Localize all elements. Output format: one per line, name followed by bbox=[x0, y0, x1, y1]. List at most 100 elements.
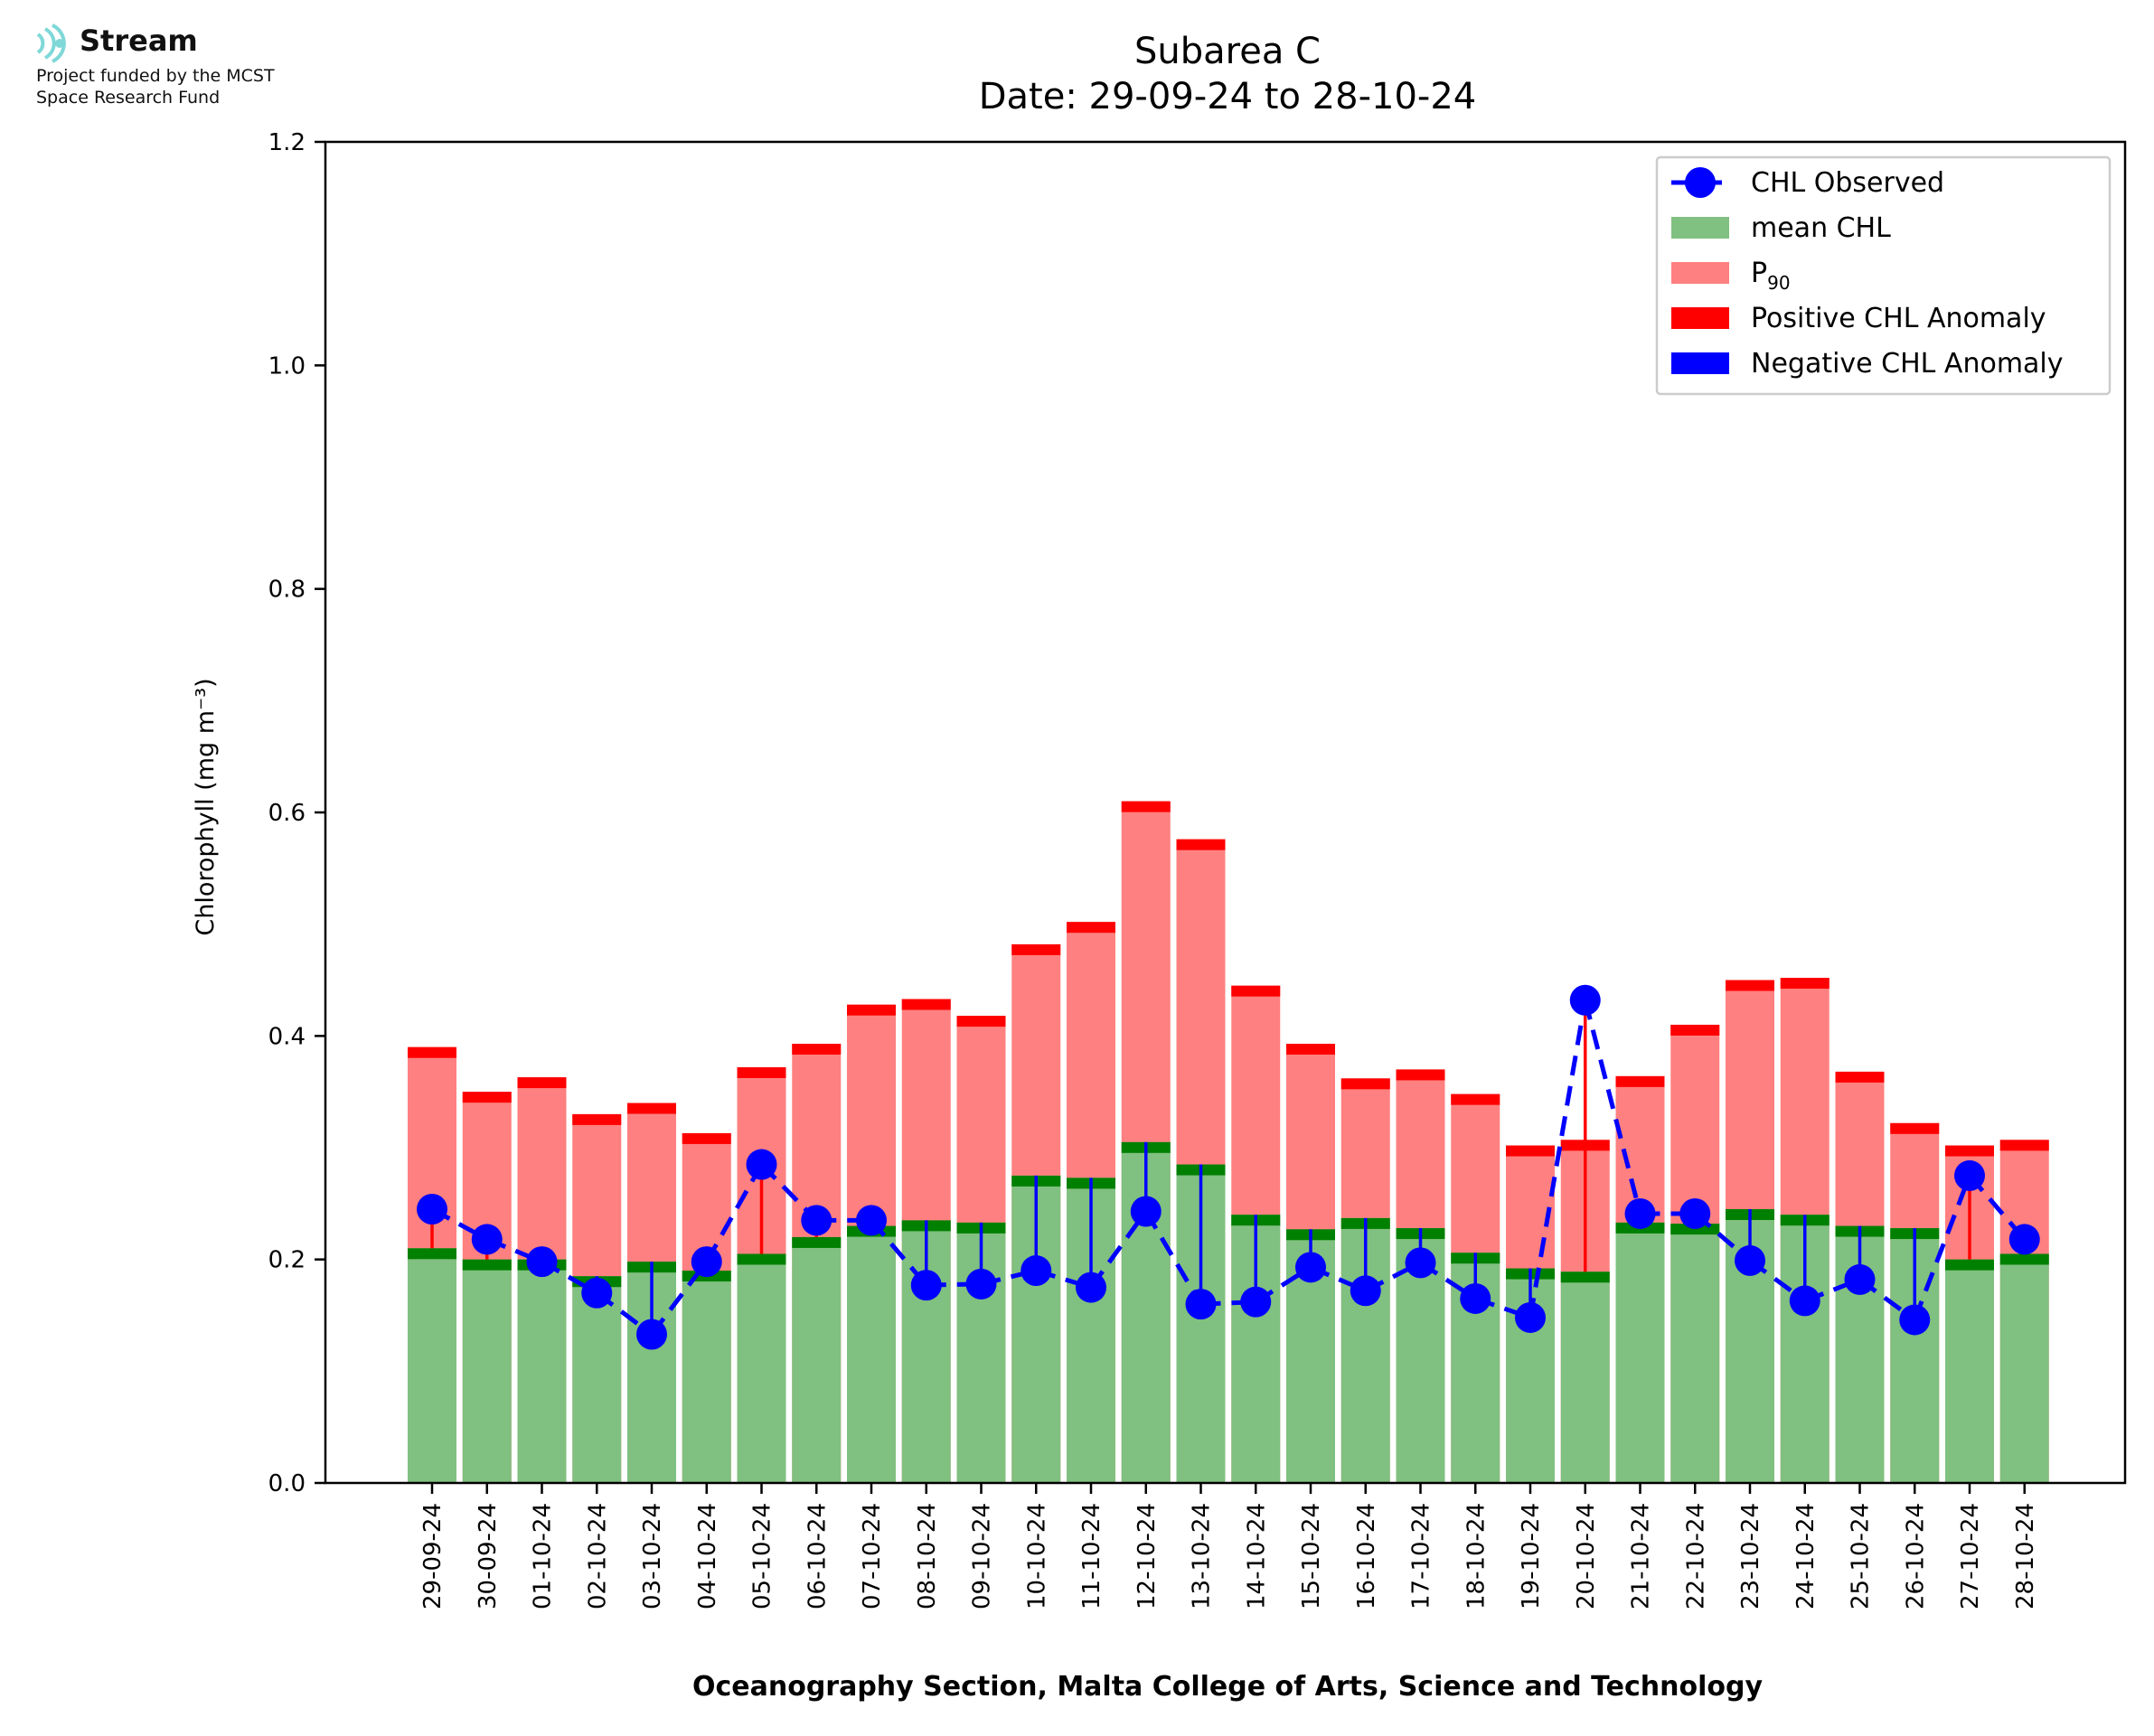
observed-line-segment bbox=[1528, 999, 1588, 1318]
x-tick-label: 16-10-24 bbox=[1353, 1503, 1380, 1609]
chart-title: Subarea C bbox=[1134, 31, 1321, 72]
mean-bar bbox=[737, 1253, 786, 1483]
p90-bar-cap bbox=[1396, 1069, 1445, 1081]
y-tick-label: 0.0 bbox=[268, 1470, 306, 1497]
legend-label-p90-subscript: 90 bbox=[1767, 272, 1790, 294]
p90-bar-cap bbox=[1780, 978, 1829, 990]
observed-line-layer bbox=[417, 984, 2040, 1350]
mean-bar bbox=[847, 1225, 896, 1483]
observed-line-segment bbox=[1088, 1210, 1148, 1290]
x-tick-label: 12-10-24 bbox=[1133, 1503, 1161, 1609]
observed-point bbox=[691, 1246, 722, 1278]
observed-point bbox=[1130, 1196, 1162, 1227]
observed-point bbox=[1954, 1159, 1985, 1191]
mean-bar-cap bbox=[1999, 1253, 2049, 1265]
x-tick-label: 24-10-24 bbox=[1792, 1503, 1820, 1609]
x-tick-label: 03-10-24 bbox=[639, 1503, 666, 1609]
axes-layer: 0.0 0.2 0.4 0.6 0.8 1.0 1.2 29-09-24 30-09-24 01-… bbox=[268, 129, 2127, 1609]
x-tick-label: 20-10-24 bbox=[1573, 1503, 1600, 1609]
mean-bar bbox=[572, 1276, 622, 1483]
p90-bar-cap bbox=[408, 1046, 456, 1058]
observed-point bbox=[471, 1224, 503, 1255]
legend-swatch-p90 bbox=[1671, 262, 1729, 284]
p90-bar-cap bbox=[1615, 1075, 1665, 1087]
p90-bar-cap bbox=[572, 1113, 622, 1125]
p90-bar-cap bbox=[1121, 801, 1171, 812]
mean-bar-cap bbox=[737, 1253, 786, 1265]
legend-swatch-positive bbox=[1671, 307, 1729, 329]
y-tick-label: 0.4 bbox=[268, 1023, 306, 1050]
stream-waves-icon bbox=[36, 23, 66, 63]
p90-bar-cap bbox=[1231, 985, 1281, 997]
y-tick-label: 1.2 bbox=[268, 129, 306, 156]
p90-bar-cap bbox=[1176, 839, 1226, 850]
x-tick-label: 30-09-24 bbox=[475, 1503, 502, 1609]
logo-subtitle-line-1: Project funded by the MCST bbox=[36, 66, 275, 86]
mean-bar bbox=[462, 1259, 512, 1483]
x-tick-label: 10-10-24 bbox=[1023, 1503, 1050, 1609]
observed-point bbox=[746, 1149, 777, 1180]
p90-bar-cap bbox=[1506, 1145, 1555, 1157]
p90-bar-cap bbox=[1890, 1122, 1940, 1134]
observed-point bbox=[1240, 1286, 1272, 1318]
x-tick-label: 04-10-24 bbox=[694, 1503, 721, 1609]
x-axis-label: Oceanography Section, Malta College of A… bbox=[692, 1671, 1764, 1703]
x-tick-label: 14-10-24 bbox=[1243, 1503, 1270, 1609]
p90-bar-cap bbox=[956, 1016, 1006, 1028]
mean-bar-cap bbox=[462, 1259, 512, 1271]
legend-label-positive: Positive CHL Anomaly bbox=[1751, 303, 2046, 334]
x-tick-label: 07-10-24 bbox=[859, 1503, 886, 1609]
observed-point bbox=[1185, 1289, 1217, 1320]
y-tick-label: 0.8 bbox=[268, 577, 306, 604]
observed-point bbox=[636, 1318, 667, 1350]
p90-bar-cap bbox=[1011, 943, 1061, 955]
observed-point bbox=[1569, 984, 1601, 1016]
legend-observed-marker bbox=[1685, 167, 1716, 198]
observed-point bbox=[581, 1277, 613, 1309]
observed-point bbox=[1076, 1272, 1106, 1303]
y-tick-label: 0.2 bbox=[268, 1247, 306, 1274]
mean-bar-cap bbox=[1945, 1259, 1994, 1271]
observed-line-segment bbox=[704, 1163, 764, 1263]
observed-line-segment bbox=[1143, 1210, 1203, 1306]
y-axis-label: Chlorophyll (mg m⁻³) bbox=[192, 678, 220, 935]
mean-bar-cap bbox=[1560, 1272, 1610, 1283]
stream-logo: Stream Project funded by the MCST Space … bbox=[33, 22, 358, 121]
observed-point bbox=[1405, 1247, 1436, 1279]
observed-point bbox=[1460, 1282, 1491, 1314]
mean-bar bbox=[1560, 1272, 1610, 1483]
bars-layer bbox=[408, 801, 2049, 1483]
x-tick-label: 28-10-24 bbox=[2012, 1503, 2039, 1609]
mean-bar-cap bbox=[792, 1236, 842, 1248]
y-tick-label: 0.6 bbox=[268, 800, 306, 827]
observed-line-segment bbox=[1912, 1175, 1972, 1321]
observed-point bbox=[1899, 1304, 1931, 1336]
legend-label-observed: CHL Observed bbox=[1751, 167, 1944, 199]
x-tick-label: 15-10-24 bbox=[1298, 1503, 1325, 1609]
mean-bar bbox=[1615, 1222, 1665, 1483]
x-tick-label: 21-10-24 bbox=[1628, 1503, 1655, 1609]
mean-bar bbox=[408, 1248, 456, 1483]
mean-bar bbox=[517, 1259, 567, 1483]
x-tick-label: 26-10-24 bbox=[1902, 1503, 1929, 1609]
chart-subtitle: Date: 29-09-24 to 28-10-24 bbox=[979, 76, 1477, 117]
mean-bar bbox=[682, 1271, 731, 1483]
y-tick-label: 1.0 bbox=[268, 352, 306, 380]
observed-point bbox=[1021, 1255, 1052, 1287]
observed-point bbox=[965, 1268, 997, 1300]
x-tick-label: 01-10-24 bbox=[530, 1503, 557, 1609]
observed-point bbox=[1295, 1252, 1326, 1283]
x-tick-label: 09-10-24 bbox=[969, 1503, 996, 1609]
p90-bar-cap bbox=[627, 1103, 676, 1114]
x-tick-label: 06-10-24 bbox=[804, 1503, 831, 1609]
x-tick-label: 22-10-24 bbox=[1682, 1503, 1709, 1609]
p90-bar-cap bbox=[517, 1077, 567, 1089]
p90-bar-cap bbox=[792, 1043, 842, 1055]
mean-bar bbox=[1945, 1259, 1994, 1483]
p90-bar-cap bbox=[1286, 1043, 1335, 1055]
observed-point bbox=[2008, 1224, 2040, 1255]
x-tick-label: 19-10-24 bbox=[1518, 1503, 1545, 1609]
observed-point bbox=[1679, 1197, 1711, 1229]
